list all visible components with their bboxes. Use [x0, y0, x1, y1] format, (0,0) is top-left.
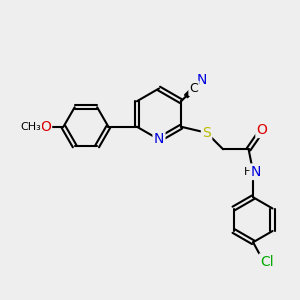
Text: H: H — [244, 167, 252, 177]
Text: N: N — [251, 165, 261, 179]
Text: S: S — [202, 126, 211, 140]
Text: O: O — [40, 120, 51, 134]
Text: Cl: Cl — [260, 255, 273, 269]
Text: CH₃: CH₃ — [20, 122, 41, 132]
Text: O: O — [256, 123, 268, 137]
Text: N: N — [154, 133, 164, 146]
Text: C: C — [190, 82, 198, 95]
Text: N: N — [197, 73, 207, 87]
